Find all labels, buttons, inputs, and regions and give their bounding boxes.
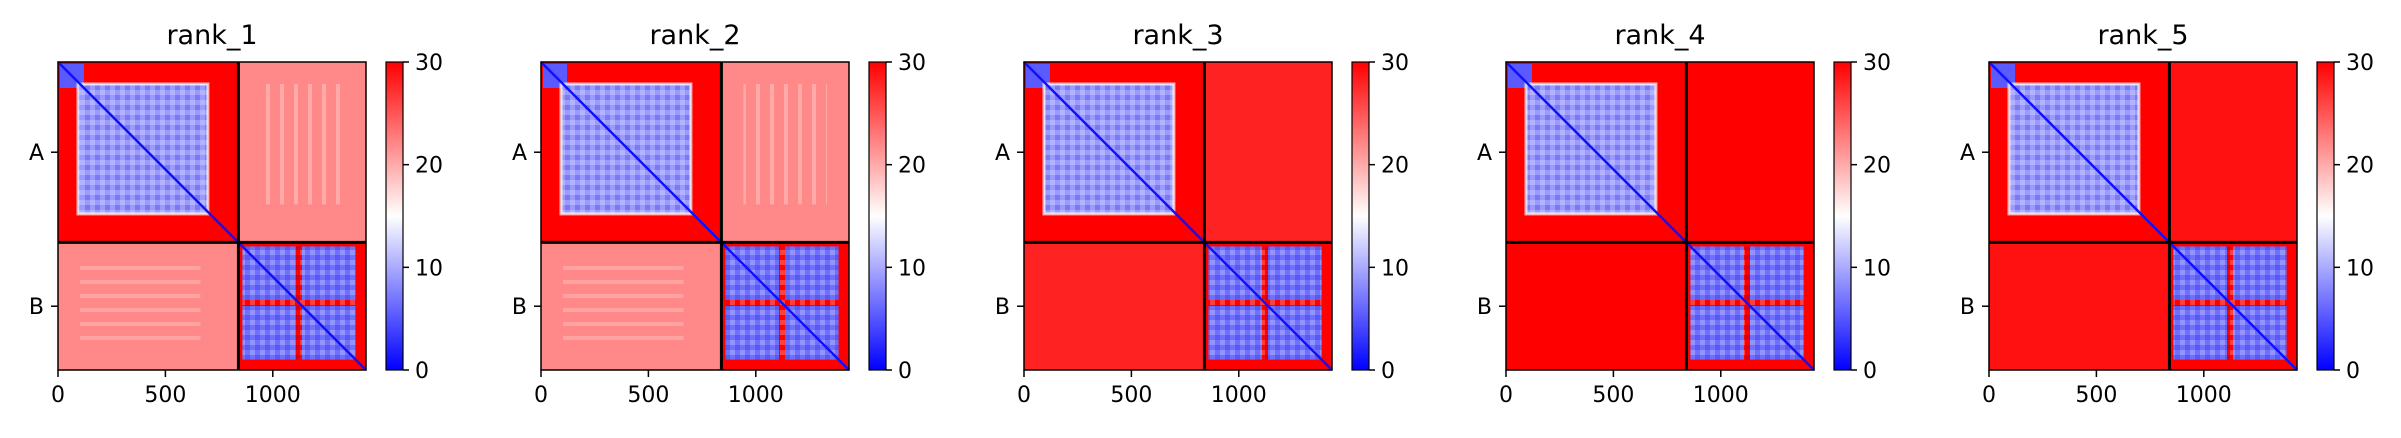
- colorbar-tick-label: 20: [415, 154, 443, 179]
- y-tick-label: A: [29, 141, 44, 166]
- colorbar: [386, 62, 403, 370]
- panel-rank_4: rank_4 0 500 1000 A B 0 10 20 30: [1477, 20, 1891, 408]
- y-tick-label: B: [995, 295, 1010, 320]
- inter-chain-block-BA: [1989, 242, 2170, 370]
- colorbar-frame: [2316, 61, 2335, 371]
- domain-edge-A2: [2007, 82, 2141, 216]
- colorbar-tick-label: 30: [415, 51, 443, 76]
- colorbar-tick-label: 0: [898, 359, 912, 384]
- y-tick-label: B: [29, 295, 44, 320]
- panel-title: rank_4: [1614, 20, 1705, 51]
- inter-chain-texture-BA: [563, 264, 684, 348]
- inter-chain-texture-AB: [260, 84, 344, 205]
- panel-rank_1: rank_1 0 500 1000 A B 0 10 20 30: [29, 20, 443, 408]
- y-tick-label: A: [1477, 141, 1492, 166]
- inter-chain-block-AB: [1686, 62, 1814, 243]
- y-tick-label: A: [512, 141, 527, 166]
- colorbar-tick-label: 20: [1381, 154, 1409, 179]
- heatmap-frame: [1988, 61, 2298, 371]
- domain-edge-A2: [76, 82, 210, 216]
- x-tick-label: 500: [627, 383, 669, 408]
- x-tick-label: 500: [1110, 383, 1152, 408]
- domain-texture-A2: [561, 84, 691, 214]
- colorbar-tick-label: 10: [2346, 256, 2374, 281]
- diagonal-line: [1023, 61, 1333, 371]
- x-tick-label: 1000: [728, 383, 784, 408]
- x-tick-label: 0: [1017, 383, 1031, 408]
- panel-title: rank_5: [2097, 20, 2188, 51]
- colorbar-frame: [1351, 61, 1370, 371]
- inter-chain-block-BA: [1024, 242, 1205, 370]
- colorbar-tick-label: 0: [1381, 359, 1395, 384]
- inter-chain-texture-BA: [80, 264, 201, 348]
- diagonal-line: [1988, 61, 2298, 371]
- panel-title: rank_3: [1132, 20, 1223, 51]
- y-tick-label: A: [995, 141, 1010, 166]
- inter-chain-block-BA: [1506, 242, 1687, 370]
- y-tick-label: B: [1960, 295, 1975, 320]
- colorbar-tick-label: 0: [1863, 359, 1877, 384]
- colorbar-tick-label: 30: [1381, 51, 1409, 76]
- colorbar-tick-label: 30: [2346, 51, 2374, 76]
- panel-title: rank_1: [166, 20, 257, 51]
- panel-rank_5: rank_5 0 500 1000 A B 0 10 20 30: [1960, 20, 2374, 408]
- colorbar-tick-label: 0: [415, 359, 429, 384]
- inter-chain-texture-AB: [743, 84, 827, 205]
- diagonal-line: [57, 61, 367, 371]
- colorbar-tick-label: 20: [1863, 154, 1891, 179]
- x-tick-label: 1000: [1211, 383, 1267, 408]
- colorbar: [2317, 62, 2334, 370]
- heatmap-frame: [540, 61, 850, 371]
- domain-texture-A2: [2009, 84, 2139, 214]
- x-tick-label: 1000: [245, 383, 301, 408]
- x-tick-label: 1000: [1693, 383, 1749, 408]
- x-tick-label: 500: [1592, 383, 1634, 408]
- panel-title: rank_2: [649, 20, 740, 51]
- colorbar-tick-label: 10: [415, 256, 443, 281]
- y-tick-label: A: [1960, 141, 1975, 166]
- x-tick-label: 500: [2075, 383, 2117, 408]
- x-tick-label: 1000: [2176, 383, 2232, 408]
- colorbar: [869, 62, 886, 370]
- domain-texture-A2: [1526, 84, 1656, 214]
- colorbar-tick-label: 20: [898, 154, 926, 179]
- domain-texture-A2: [78, 84, 208, 214]
- colorbar-frame: [868, 61, 887, 371]
- heatmap-frame: [1023, 61, 1333, 371]
- colorbar-tick-label: 10: [1381, 256, 1409, 281]
- colorbar-tick-label: 30: [898, 51, 926, 76]
- inter-chain-block-AB: [1204, 62, 1332, 243]
- colorbar-tick-label: 30: [1863, 51, 1891, 76]
- colorbar: [1352, 62, 1369, 370]
- y-tick-label: B: [512, 295, 527, 320]
- colorbar-tick-label: 10: [898, 256, 926, 281]
- inter-chain-block-AB: [2169, 62, 2297, 243]
- domain-edge-A2: [559, 82, 693, 216]
- heatmap-frame: [1505, 61, 1815, 371]
- colorbar-tick-label: 10: [1863, 256, 1891, 281]
- colorbar-frame: [385, 61, 404, 371]
- diagonal-line: [1505, 61, 1815, 371]
- panel-rank_2: rank_2 0 500 1000 A B 0 10 20 30: [512, 20, 926, 408]
- colorbar-tick-label: 0: [2346, 359, 2360, 384]
- domain-texture-A2: [1044, 84, 1174, 214]
- x-tick-label: 0: [1499, 383, 1513, 408]
- colorbar-tick-label: 20: [2346, 154, 2374, 179]
- x-tick-label: 500: [144, 383, 186, 408]
- x-tick-label: 0: [51, 383, 65, 408]
- x-tick-label: 0: [1982, 383, 1996, 408]
- domain-edge-A2: [1042, 82, 1176, 216]
- y-tick-label: B: [1477, 295, 1492, 320]
- colorbar-frame: [1833, 61, 1852, 371]
- panel-rank_3: rank_3 0 500 1000 A B 0 10 20 30: [995, 20, 1409, 408]
- x-tick-label: 0: [534, 383, 548, 408]
- diagonal-line: [540, 61, 850, 371]
- heatmap-frame: [57, 61, 367, 371]
- colorbar: [1834, 62, 1851, 370]
- domain-edge-A2: [1524, 82, 1658, 216]
